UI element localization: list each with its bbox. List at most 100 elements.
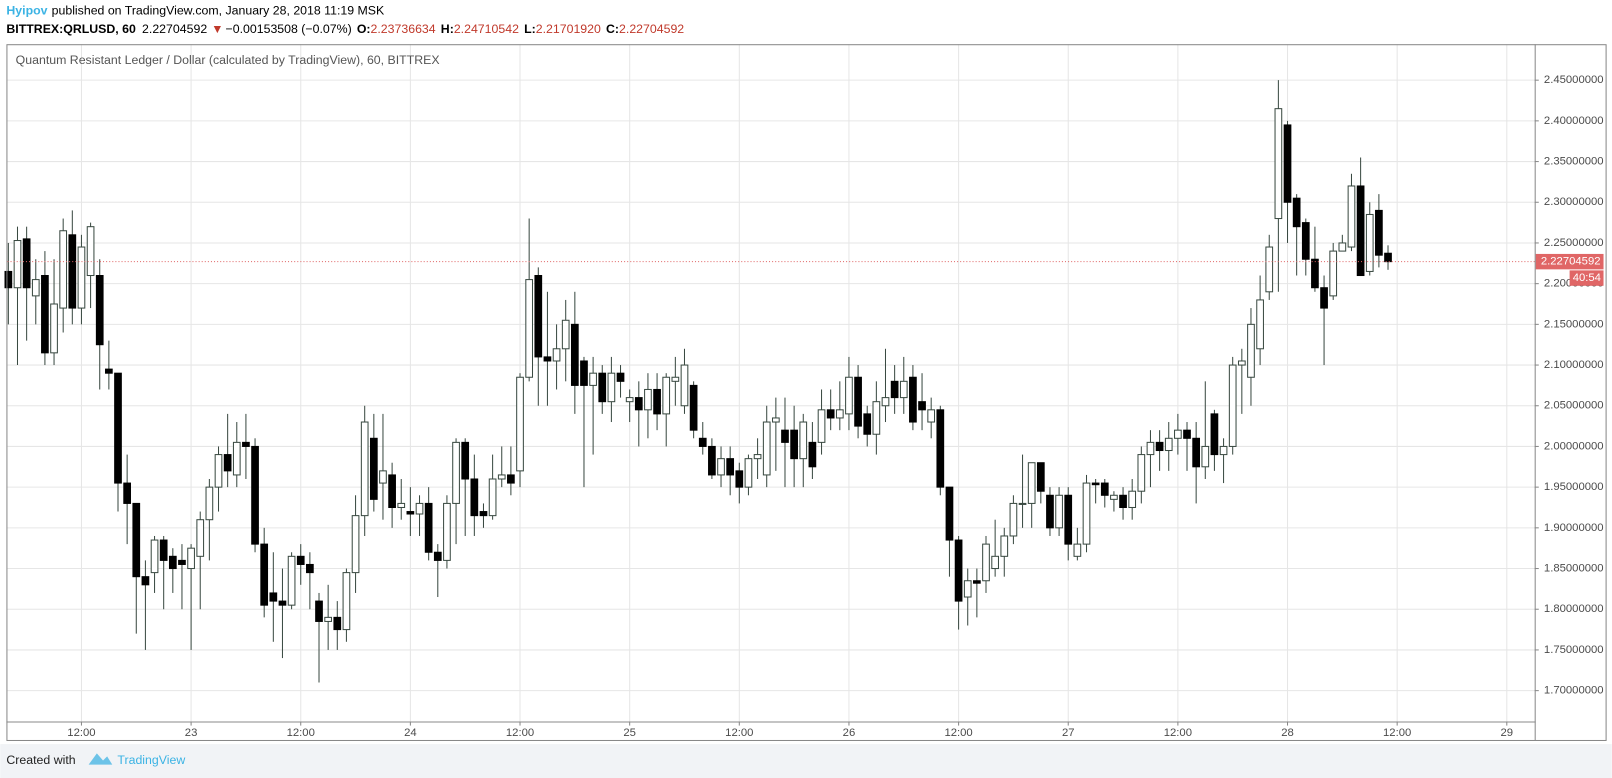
candle-body-down xyxy=(1183,429,1191,439)
candle-body-up xyxy=(1082,482,1091,545)
candle-body-down xyxy=(461,441,470,480)
candle-body-down xyxy=(1064,494,1073,545)
candle-body-up xyxy=(1055,494,1063,529)
candle-body-up xyxy=(31,279,40,297)
candle-body-up xyxy=(516,376,524,472)
price: 2.22704592 xyxy=(142,22,207,36)
candle-body-down xyxy=(854,376,862,427)
down-arrow: ▼ xyxy=(211,22,223,36)
candle-body-up xyxy=(835,409,844,419)
x-tick-label: 12:00 xyxy=(287,727,315,739)
candle-body-up xyxy=(799,421,808,460)
candle-body-down xyxy=(105,368,113,374)
candle-body-down xyxy=(306,563,314,574)
y-tick-label: 1.70000000 xyxy=(1544,685,1604,697)
y-tick-label: 2.25000000 xyxy=(1544,237,1604,249)
candle-body-up xyxy=(86,226,95,277)
brand[interactable]: TradingView xyxy=(117,753,185,767)
candle-body-down xyxy=(1301,222,1310,260)
candle-body-up xyxy=(771,417,780,423)
candle-body-up xyxy=(196,519,205,557)
candle-body-up xyxy=(991,555,999,570)
candle-body-up xyxy=(662,376,671,415)
candle-body-up xyxy=(589,372,597,386)
candle-body-down xyxy=(863,413,872,435)
candle-body-down xyxy=(1311,258,1319,289)
x-tick-label: 24 xyxy=(404,727,417,739)
candle-body-up xyxy=(1219,445,1228,456)
candle-body-up xyxy=(744,458,753,488)
y-tick-label: 1.80000000 xyxy=(1544,603,1604,615)
candle-body-up xyxy=(963,580,972,598)
candle-body-up xyxy=(552,348,561,362)
candle-body-down xyxy=(333,616,342,631)
tv-logo[interactable] xyxy=(88,753,113,765)
candle-body-down xyxy=(653,388,661,415)
candle-body-down xyxy=(1192,437,1201,468)
candle-body-down xyxy=(369,437,378,500)
candle-body-down xyxy=(251,445,259,545)
candle-body-up xyxy=(753,454,762,460)
candle-body-up xyxy=(644,388,652,411)
x-tick-label: 29 xyxy=(1501,727,1514,739)
candle-body-up xyxy=(342,572,351,631)
y-tick-label: 2.40000000 xyxy=(1544,115,1604,127)
candle-body-down xyxy=(507,474,515,484)
candle-body-up xyxy=(287,555,296,606)
candle-body-up xyxy=(845,376,853,415)
created-with: Created with xyxy=(6,753,75,767)
candle-body-up xyxy=(680,364,689,407)
candle-body-up xyxy=(1256,299,1264,350)
candle-body-up xyxy=(1338,242,1347,252)
candle-body-down xyxy=(159,539,168,561)
y-tick-label: 2.45000000 xyxy=(1544,74,1604,86)
candle-body-up xyxy=(1274,108,1283,220)
x-tick-label: 28 xyxy=(1281,727,1294,739)
candle-body-down xyxy=(424,502,433,553)
candle-body-down xyxy=(1292,197,1301,228)
candle-body-up xyxy=(214,454,223,488)
y-tick-label: 2.35000000 xyxy=(1544,156,1604,168)
last-price-box xyxy=(1535,253,1604,270)
candle-body-down xyxy=(634,397,643,411)
c-label: C: xyxy=(606,22,619,36)
candle-body-up xyxy=(1201,445,1210,468)
candle-body-up xyxy=(379,470,387,484)
candle-body-down xyxy=(735,470,744,488)
candle-body-up xyxy=(1137,454,1146,492)
candle-body-down xyxy=(141,576,150,586)
candle-body-down xyxy=(580,360,588,386)
candle-body-down xyxy=(1210,413,1219,456)
candle-body-up xyxy=(625,397,634,403)
candle-body-up xyxy=(671,376,680,382)
candle-body-down xyxy=(726,458,735,476)
candle-body-down xyxy=(543,356,552,362)
o-label: O: xyxy=(357,22,371,36)
candle-body-up xyxy=(1329,250,1338,297)
y-tick-label: 1.95000000 xyxy=(1544,481,1604,493)
candle-body-up xyxy=(1009,502,1018,537)
candle-body-down xyxy=(808,441,817,468)
candle-body-down xyxy=(1283,124,1292,203)
candle-body-down xyxy=(1375,209,1383,256)
candle-body-up xyxy=(187,547,195,570)
candle-body-up xyxy=(497,474,506,480)
candle-body-down xyxy=(470,478,479,517)
y-tick-label: 1.85000000 xyxy=(1544,563,1604,575)
candle-body-down xyxy=(698,437,707,447)
candle-body-down xyxy=(178,559,186,565)
candle-body-down xyxy=(1320,287,1328,309)
author[interactable]: Hyipov xyxy=(6,4,47,18)
candle-body-up xyxy=(717,458,725,476)
candle-body-up xyxy=(561,319,570,350)
candle-body-up xyxy=(205,486,214,521)
candle-body-down xyxy=(570,323,579,386)
candle-body-down xyxy=(1155,441,1164,452)
candle-body-up xyxy=(1237,360,1246,366)
x-tick-label: 25 xyxy=(623,727,636,739)
y-tick-label: 1.75000000 xyxy=(1544,644,1604,656)
x-tick-label: 12:00 xyxy=(506,727,534,739)
candle-body-down xyxy=(1100,482,1109,496)
